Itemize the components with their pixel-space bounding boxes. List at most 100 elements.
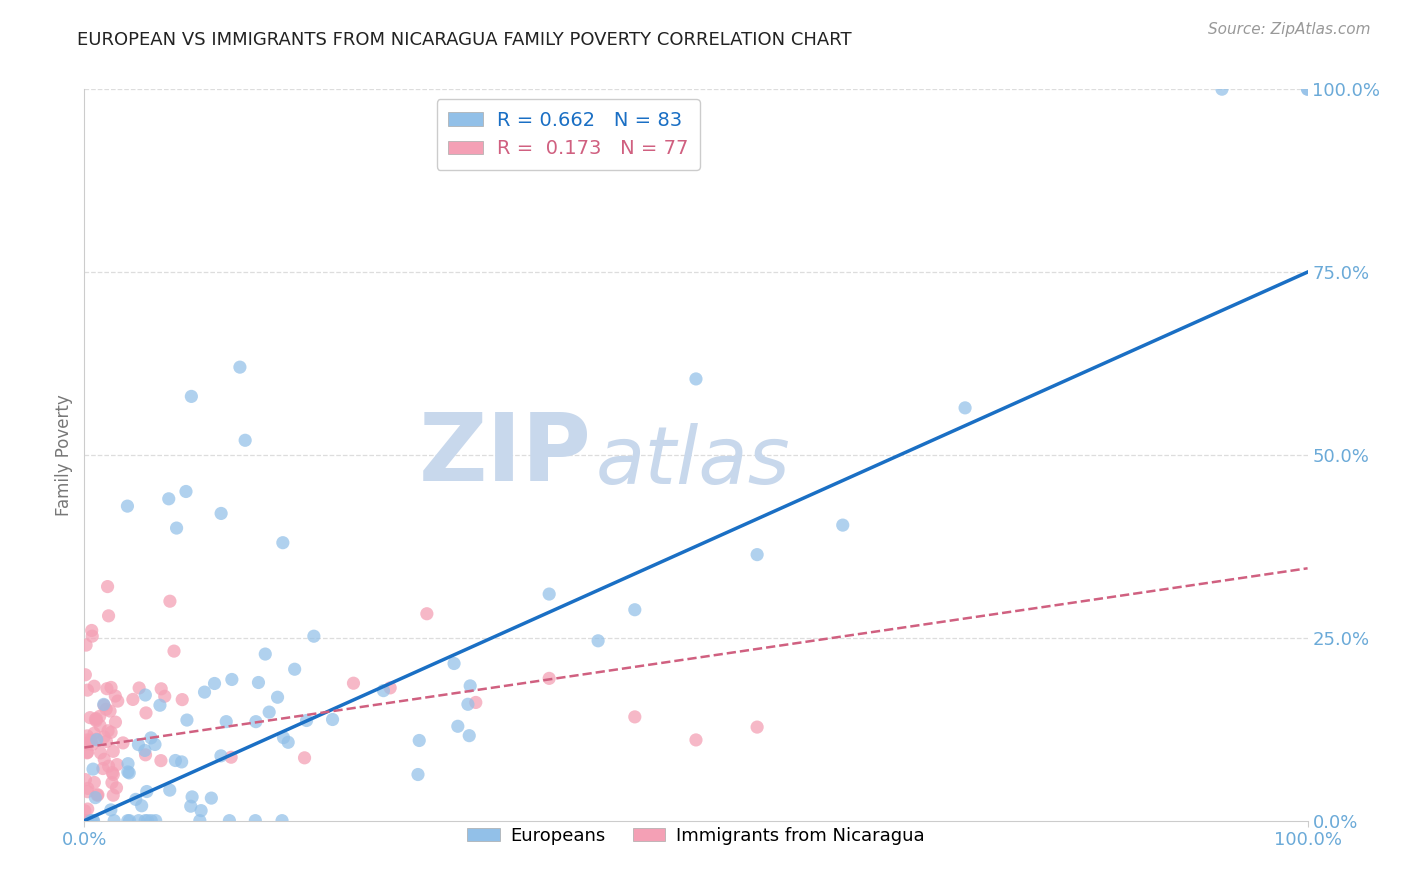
Point bbox=[80, 738, 103, 752]
Point bbox=[277, 735, 299, 749]
Point bbox=[98, 704, 121, 718]
Point bbox=[176, 713, 198, 727]
Point bbox=[271, 814, 294, 828]
Point bbox=[75, 667, 97, 681]
Point bbox=[97, 723, 120, 738]
Point bbox=[458, 729, 481, 743]
Point bbox=[1296, 82, 1319, 96]
Point bbox=[83, 679, 105, 693]
Point bbox=[273, 731, 295, 745]
Point bbox=[747, 548, 769, 562]
Point bbox=[254, 647, 277, 661]
Point bbox=[111, 736, 134, 750]
Point bbox=[209, 507, 232, 521]
Point bbox=[75, 638, 97, 652]
Point bbox=[229, 360, 252, 375]
Point bbox=[86, 788, 108, 802]
Point bbox=[416, 607, 439, 621]
Point bbox=[76, 745, 98, 759]
Point bbox=[83, 775, 105, 789]
Point bbox=[831, 518, 853, 533]
Point bbox=[247, 675, 270, 690]
Point bbox=[103, 767, 125, 781]
Point bbox=[145, 814, 167, 828]
Point bbox=[80, 733, 103, 747]
Y-axis label: Family Poverty: Family Poverty bbox=[55, 394, 73, 516]
Point bbox=[380, 681, 402, 695]
Point bbox=[118, 814, 141, 828]
Point bbox=[257, 705, 280, 719]
Point bbox=[104, 689, 127, 703]
Point bbox=[443, 657, 465, 671]
Point bbox=[86, 732, 108, 747]
Point bbox=[586, 633, 609, 648]
Point bbox=[188, 814, 211, 828]
Point bbox=[135, 747, 157, 762]
Point bbox=[747, 720, 769, 734]
Point bbox=[538, 587, 561, 601]
Point bbox=[76, 785, 98, 799]
Point bbox=[117, 814, 139, 828]
Point bbox=[93, 752, 115, 766]
Point bbox=[127, 738, 149, 752]
Point bbox=[193, 685, 215, 699]
Point bbox=[93, 698, 115, 713]
Point bbox=[76, 683, 98, 698]
Point bbox=[97, 608, 120, 623]
Point bbox=[76, 802, 98, 816]
Point bbox=[143, 738, 166, 752]
Point bbox=[90, 746, 112, 760]
Point bbox=[105, 757, 128, 772]
Point bbox=[84, 790, 107, 805]
Point bbox=[76, 729, 98, 743]
Point bbox=[172, 692, 194, 706]
Point bbox=[103, 814, 125, 828]
Point bbox=[101, 775, 124, 789]
Point bbox=[83, 726, 105, 740]
Point bbox=[134, 814, 156, 828]
Point bbox=[408, 733, 430, 747]
Point bbox=[209, 748, 232, 763]
Point bbox=[266, 690, 288, 705]
Point bbox=[141, 814, 163, 828]
Point bbox=[94, 702, 117, 716]
Point bbox=[117, 499, 139, 513]
Point bbox=[76, 746, 98, 760]
Point bbox=[150, 681, 173, 696]
Point bbox=[135, 706, 157, 720]
Point bbox=[128, 814, 150, 828]
Point bbox=[82, 629, 104, 643]
Point bbox=[200, 791, 222, 805]
Text: atlas: atlas bbox=[596, 423, 790, 501]
Point bbox=[96, 681, 118, 696]
Legend: Europeans, Immigrants from Nicaragua: Europeans, Immigrants from Nicaragua bbox=[460, 820, 932, 852]
Point bbox=[93, 698, 115, 712]
Point bbox=[153, 690, 176, 704]
Point bbox=[190, 804, 212, 818]
Point bbox=[86, 732, 108, 747]
Point bbox=[103, 744, 125, 758]
Point bbox=[73, 814, 96, 828]
Point bbox=[457, 698, 479, 712]
Point bbox=[204, 676, 226, 690]
Point bbox=[170, 755, 193, 769]
Point bbox=[139, 731, 162, 745]
Point bbox=[165, 754, 187, 768]
Point bbox=[87, 788, 110, 802]
Point bbox=[76, 814, 98, 828]
Text: EUROPEAN VS IMMIGRANTS FROM NICARAGUA FAMILY POVERTY CORRELATION CHART: EUROPEAN VS IMMIGRANTS FROM NICARAGUA FA… bbox=[77, 31, 852, 49]
Point bbox=[271, 535, 294, 549]
Point bbox=[295, 714, 318, 728]
Point bbox=[91, 762, 114, 776]
Point bbox=[84, 712, 107, 726]
Point bbox=[322, 713, 344, 727]
Point bbox=[117, 756, 139, 771]
Point bbox=[97, 580, 120, 594]
Point bbox=[447, 719, 470, 733]
Point bbox=[100, 803, 122, 817]
Point bbox=[218, 814, 240, 828]
Point bbox=[245, 814, 267, 828]
Point bbox=[125, 792, 148, 806]
Point bbox=[89, 709, 111, 723]
Point bbox=[131, 798, 153, 813]
